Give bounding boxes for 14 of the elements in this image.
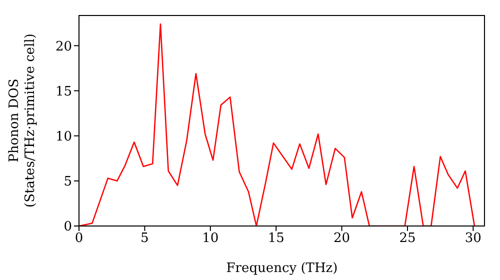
x-tick-label: 0 <box>74 231 84 246</box>
y-axis-title: Phonon DOS (States/THz·primitive cell) <box>7 33 38 208</box>
y-tick-label: 15 <box>55 84 72 100</box>
y-tick-label: 20 <box>55 39 72 54</box>
x-tick-label: 30 <box>464 231 482 246</box>
y-tick-label: 10 <box>55 129 72 144</box>
x-tick-label: 15 <box>268 231 284 246</box>
x-tick-label: 25 <box>399 231 416 246</box>
x-axis-title: Frequency (THz) <box>226 261 338 276</box>
x-tick-label: 10 <box>202 231 219 246</box>
x-tick-label: 20 <box>334 231 350 246</box>
x-tick-label: 5 <box>140 231 149 246</box>
y-tick-label: 5 <box>64 174 72 190</box>
y-tick-label: 0 <box>64 220 72 235</box>
